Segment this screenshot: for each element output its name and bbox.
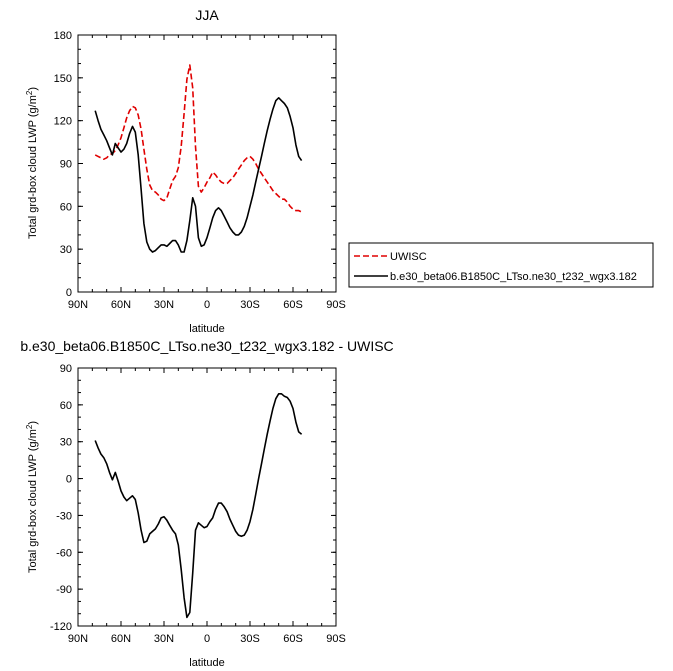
chart-bottom-plot-frame bbox=[77, 367, 337, 627]
chart-bottom-xtick-label: 90N bbox=[68, 633, 88, 645]
chart-bottom-title: b.e30_beta06.B1850C_LTso.ne30_t232_wgx3.… bbox=[20, 338, 393, 354]
chart-bottom: b.e30_beta06.B1850C_LTso.ne30_t232_wgx3.… bbox=[20, 338, 393, 669]
chart-top-ylabel-sup: 2 bbox=[25, 90, 34, 95]
chart-top-ylabel-main: Total grd-box cloud LWP (g/m bbox=[27, 95, 39, 239]
chart-top-title: JJA bbox=[195, 7, 219, 23]
chart-top-ylabel: Total grd-box cloud LWP (g/m2) bbox=[25, 87, 39, 239]
chart-top-ylabel-end: ) bbox=[27, 87, 39, 91]
chart-top: JJA Total grd-box cloud LWP (g/m2) latit… bbox=[25, 7, 346, 335]
chart-bottom-ylabel-end: ) bbox=[27, 421, 39, 425]
chart-top-series-line-1 bbox=[94, 97, 303, 253]
chart-top-xlabel: latitude bbox=[189, 323, 224, 335]
legend: UWISC b.e30_beta06.B1850C_LTso.ne30_t232… bbox=[348, 242, 654, 288]
chart-bottom-xtick-label: 30N bbox=[154, 633, 174, 645]
chart-top-ytick-label: 180 bbox=[54, 30, 72, 42]
chart-top-xtick-label: 90N bbox=[68, 299, 88, 311]
chart-top-ytick-label: 150 bbox=[54, 73, 72, 85]
chart-bottom-series-line-0 bbox=[94, 392, 303, 619]
chart-bottom-ytick-label: -90 bbox=[56, 584, 72, 596]
chart-bottom-ytick-label: 60 bbox=[60, 400, 72, 412]
chart-bottom-ylabel-sup: 2 bbox=[25, 424, 34, 429]
chart-top-ytick-label: 120 bbox=[54, 116, 72, 128]
svg-text:Total grd-box cloud LWP (g/m2): Total grd-box cloud LWP (g/m2) bbox=[25, 87, 39, 239]
chart-bottom-ylabel-main: Total grd-box cloud LWP (g/m bbox=[27, 429, 39, 573]
chart-bottom-xtick-label: 0 bbox=[204, 633, 210, 645]
chart-top-xtick-label: 30S bbox=[240, 299, 260, 311]
chart-top-xtick-label: 0 bbox=[204, 299, 210, 311]
chart-bottom-xtick-label: 60S bbox=[283, 633, 303, 645]
chart-top-ytick-label: 30 bbox=[60, 244, 72, 256]
legend-label-uwisc: UWISC bbox=[390, 251, 427, 263]
chart-bottom-ytick-label: 90 bbox=[60, 363, 72, 375]
chart-top-xtick-label: 60N bbox=[111, 299, 131, 311]
chart-bottom-ytick-label: -120 bbox=[50, 621, 72, 633]
chart-top-ytick-label: 0 bbox=[66, 287, 72, 299]
chart-bottom-xtick-label: 90S bbox=[326, 633, 346, 645]
chart-top-xtick-label: 90S bbox=[326, 299, 346, 311]
chart-bottom-ytick-label: 30 bbox=[60, 437, 72, 449]
chart-top-xtick-label: 60S bbox=[283, 299, 303, 311]
chart-bottom-xtick-label: 60N bbox=[111, 633, 131, 645]
chart-bottom-xlabel: latitude bbox=[189, 657, 224, 669]
chart-bottom-ylabel: Total grd-box cloud LWP (g/m2) bbox=[25, 421, 39, 573]
legend-box bbox=[348, 242, 654, 288]
svg-text:Total grd-box cloud LWP (g/m2): Total grd-box cloud LWP (g/m2) bbox=[25, 421, 39, 573]
chart-top-xtick-label: 30N bbox=[154, 299, 174, 311]
chart-top-plot-frame bbox=[77, 34, 337, 293]
chart-bottom-ytick-label: 0 bbox=[66, 474, 72, 486]
chart-top-series-line-0 bbox=[94, 64, 302, 213]
chart-bottom-xtick-label: 30S bbox=[240, 633, 260, 645]
legend-label-model: b.e30_beta06.B1850C_LTso.ne30_t232_wgx3.… bbox=[390, 271, 637, 283]
chart-top-ytick-label: 60 bbox=[60, 201, 72, 213]
chart-top-ytick-label: 90 bbox=[60, 159, 72, 171]
chart-bottom-ytick-label: -60 bbox=[56, 547, 72, 559]
chart-bottom-ytick-label: -30 bbox=[56, 510, 72, 522]
